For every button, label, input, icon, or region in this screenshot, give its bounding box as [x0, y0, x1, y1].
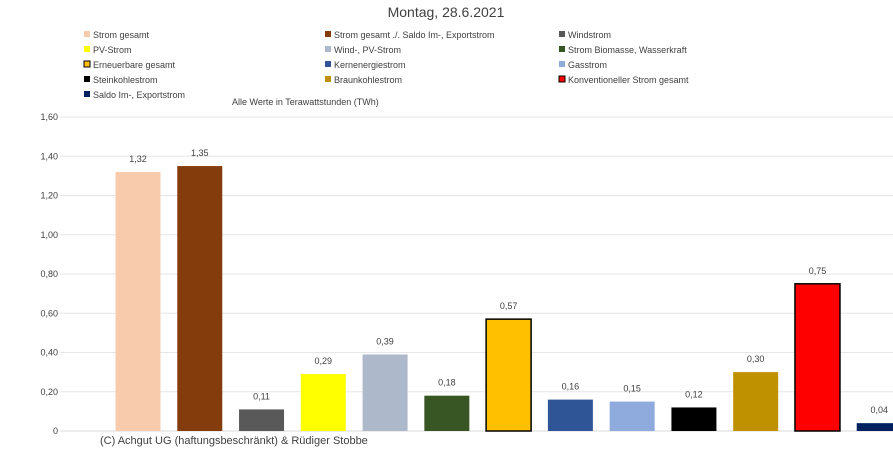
y-tick-label: 0,80	[40, 269, 58, 279]
legend-entry: Kernenergiestrom	[334, 60, 406, 70]
bar	[485, 318, 532, 432]
legend-swatch	[84, 31, 90, 37]
legend-entry: Strom gesamt	[93, 30, 150, 40]
legend-entry: Braunkohlestrom	[334, 75, 402, 85]
bar	[239, 409, 285, 431]
legend-entry: Strom gesamt ./. Saldo Im-, Exportstrom	[334, 30, 495, 40]
bar	[300, 374, 346, 431]
y-axis-tick-labels: 0 0,20 0,40 0,60 0,80 1,00 1,20 1,40 1,60	[40, 112, 58, 436]
bar	[671, 407, 717, 431]
bar	[733, 372, 779, 431]
legend-swatch	[84, 46, 90, 52]
data-label: 0,18	[438, 378, 456, 388]
y-tick-label: 0	[53, 426, 58, 436]
data-label: 0,29	[315, 356, 333, 366]
legend-entry: Strom Biomasse, Wasserkraft	[568, 45, 687, 55]
legend-entry: PV-Strom	[93, 45, 132, 55]
bar	[177, 166, 223, 431]
legend-swatch	[325, 76, 331, 82]
data-label: 0,57	[500, 301, 518, 311]
legend-swatch	[84, 91, 90, 97]
data-label: 1,32	[129, 154, 147, 164]
legend-swatch	[84, 76, 90, 82]
bars	[115, 166, 893, 432]
data-label: 0,75	[809, 266, 827, 276]
data-label: 1,35	[191, 148, 209, 158]
legend-entry: Wind-, PV-Strom	[334, 45, 401, 55]
data-label: 0,15	[623, 384, 641, 394]
legend-entry: Erneuerbare gesamt	[93, 60, 176, 70]
legend-entry: Steinkohlestrom	[93, 75, 158, 85]
legend-entry: Windstrom	[568, 30, 611, 40]
legend-entry: Gasstrom	[568, 60, 607, 70]
y-tick-label: 1,40	[40, 151, 58, 161]
legend-swatch	[325, 61, 331, 67]
legend: Strom gesamt Strom gesamt ./. Saldo Im-, …	[83, 30, 689, 100]
legend-entry: Konventioneller Strom gesamt	[568, 75, 689, 85]
data-label: 0,39	[376, 336, 394, 346]
y-tick-label: 0,40	[40, 348, 58, 358]
legend-swatch	[83, 60, 91, 68]
legend-swatch	[559, 31, 565, 37]
data-label: 0,16	[562, 382, 580, 392]
y-tick-label: 1,00	[40, 230, 58, 240]
y-tick-label: 1,60	[40, 112, 58, 122]
bar	[856, 423, 893, 431]
bar	[547, 399, 593, 431]
data-label: 0,04	[870, 405, 888, 415]
chart-title: Montag, 28.6.2021	[388, 4, 505, 20]
legend-swatch	[325, 46, 331, 52]
legend-swatch	[559, 46, 565, 52]
copyright-note: (C) Achgut UG (haftungsbeschränkt) & Rüd…	[100, 435, 368, 447]
bar	[424, 395, 470, 431]
data-label: 0,11	[253, 391, 270, 401]
y-tick-label: 0,20	[40, 387, 58, 397]
bar	[794, 283, 841, 432]
legend-swatch	[558, 75, 566, 83]
legend-entry: Saldo Im-, Exportstrom	[93, 90, 185, 100]
y-tick-label: 0,60	[40, 308, 58, 318]
legend-swatch	[325, 31, 331, 37]
legend-swatch	[559, 61, 565, 67]
chart-subtitle: Alle Werte in Terawattstunden (TWh)	[232, 97, 379, 107]
bar	[609, 401, 655, 431]
data-label: 0,30	[747, 354, 765, 364]
y-tick-label: 1,20	[40, 191, 58, 201]
bar	[115, 171, 161, 431]
data-labels: 1,32 1,35 0,11 0,29 0,39 0,18 0,57 0,16 0,15 0,12…	[129, 148, 888, 415]
bar	[362, 354, 408, 431]
data-label: 0,12	[685, 389, 703, 399]
